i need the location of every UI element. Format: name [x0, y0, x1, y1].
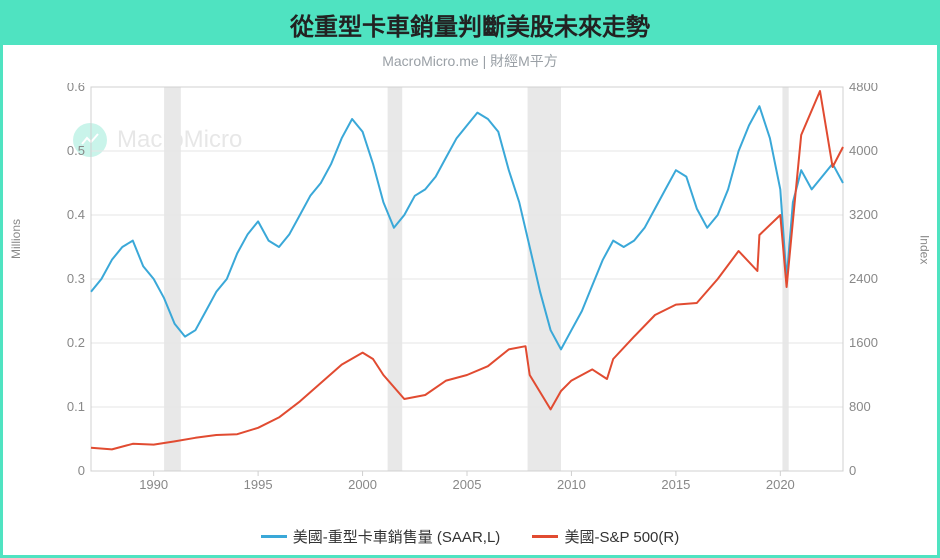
y-axis-right-label: Index	[917, 235, 931, 264]
svg-text:800: 800	[849, 399, 871, 414]
legend-swatch	[532, 535, 558, 538]
legend-swatch	[261, 535, 287, 538]
svg-text:0.4: 0.4	[67, 207, 85, 222]
svg-text:0: 0	[849, 463, 856, 478]
svg-text:1990: 1990	[139, 477, 168, 492]
svg-text:1995: 1995	[244, 477, 273, 492]
svg-text:2020: 2020	[766, 477, 795, 492]
svg-text:0: 0	[78, 463, 85, 478]
title-bar: 從重型卡車銷量判斷美股未來走勢	[3, 3, 937, 45]
svg-text:2005: 2005	[453, 477, 482, 492]
svg-text:1600: 1600	[849, 335, 878, 350]
svg-text:0.1: 0.1	[67, 399, 85, 414]
chart-card: 從重型卡車銷量判斷美股未來走勢 MacroMicro.me | 財經M平方 Ma…	[0, 0, 940, 558]
svg-text:2015: 2015	[661, 477, 690, 492]
svg-text:2000: 2000	[348, 477, 377, 492]
svg-text:4000: 4000	[849, 143, 878, 158]
legend: 美國-重型卡車銷售量 (SAAR,L) 美國-S&P 500(R)	[3, 525, 937, 547]
svg-text:0.6: 0.6	[67, 83, 85, 94]
svg-text:2400: 2400	[849, 271, 878, 286]
svg-text:3200: 3200	[849, 207, 878, 222]
svg-text:2010: 2010	[557, 477, 586, 492]
legend-item-trucks: 美國-重型卡車銷售量 (SAAR,L)	[261, 526, 501, 547]
legend-item-sp500: 美國-S&P 500(R)	[532, 526, 679, 547]
legend-label: 美國-S&P 500(R)	[564, 526, 679, 547]
chart-plot-area: 0 0.1 0.2 0.3 0.4 0.5 0.6 0 800 1600 2400 3200 4000 4…	[57, 83, 883, 495]
chart-svg: 0 0.1 0.2 0.3 0.4 0.5 0.6 0 800 1600 2400 3200 4000 4…	[57, 83, 883, 495]
svg-text:0.2: 0.2	[67, 335, 85, 350]
page-title: 從重型卡車銷量判斷美股未來走勢	[290, 7, 650, 42]
y-axis-left-label: Millions	[9, 219, 23, 259]
subtitle: MacroMicro.me | 財經M平方	[3, 51, 937, 71]
svg-text:0.3: 0.3	[67, 271, 85, 286]
svg-text:0.5: 0.5	[67, 143, 85, 158]
legend-label: 美國-重型卡車銷售量 (SAAR,L)	[293, 526, 501, 547]
svg-text:4800: 4800	[849, 83, 878, 94]
